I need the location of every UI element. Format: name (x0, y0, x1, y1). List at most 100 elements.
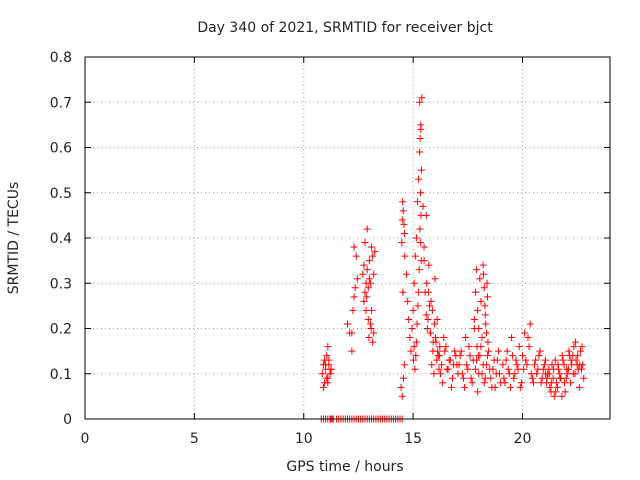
data-point (403, 270, 411, 278)
data-point (325, 361, 333, 369)
x-tick-label: 10 (295, 431, 313, 447)
data-point (458, 370, 466, 378)
data-point (353, 275, 361, 283)
data-point (420, 257, 428, 265)
data-point (499, 361, 507, 369)
data-point (410, 279, 418, 287)
data-point (363, 266, 371, 274)
data-point (558, 392, 566, 400)
data-point (521, 329, 529, 337)
data-point (412, 352, 420, 360)
data-point (529, 379, 537, 387)
data-point (508, 334, 516, 342)
data-point (519, 352, 526, 360)
data-point (504, 365, 512, 373)
data-point (419, 202, 427, 210)
data-point (360, 261, 368, 269)
y-tick-label: 0.8 (50, 50, 72, 66)
data-point (361, 288, 369, 296)
data-point (350, 293, 358, 301)
data-point (473, 266, 481, 274)
data-point (413, 320, 421, 328)
data-point (567, 356, 575, 364)
data-point (526, 320, 534, 328)
data-point (477, 297, 485, 305)
data-point (500, 374, 508, 382)
data-point (416, 134, 424, 142)
axis-ticks: 0 0.1 0.2 0.3 0.4 0.5 0.6 0.7 0.8 0 5 10 15 20 (50, 50, 610, 447)
data-point (442, 343, 450, 351)
data-point (400, 361, 408, 369)
data-point (321, 356, 329, 364)
data-point (425, 261, 433, 269)
data-point (470, 315, 478, 323)
data-point (561, 379, 568, 387)
data-point (474, 388, 482, 396)
data-point (370, 270, 378, 278)
data-point (515, 343, 523, 351)
data-point (428, 306, 436, 314)
data-point (412, 338, 420, 346)
data-point (449, 374, 456, 382)
data-point (462, 334, 470, 342)
data-point (433, 356, 441, 364)
data-point (399, 198, 407, 206)
data-point (427, 297, 435, 305)
data-point (370, 329, 378, 337)
y-tick-label: 0.5 (50, 186, 72, 202)
data-point (414, 302, 422, 310)
data-point (433, 315, 441, 323)
data-point (487, 374, 495, 382)
data-point (524, 334, 532, 342)
data-point (443, 365, 451, 373)
data-point (363, 293, 371, 301)
data-point (326, 370, 334, 378)
data-point (559, 356, 567, 364)
data-point (478, 370, 486, 378)
data-point (576, 361, 584, 369)
data-point (552, 388, 560, 396)
data-point (369, 252, 377, 260)
data-point (426, 302, 434, 310)
data-point (400, 220, 408, 228)
data-point (398, 392, 406, 400)
data-point (422, 311, 430, 319)
data-point (476, 275, 484, 283)
data-point (366, 279, 374, 287)
data-point (480, 284, 488, 292)
data-point (482, 361, 490, 369)
data-point (405, 315, 413, 323)
data-point (531, 361, 539, 369)
data-point (481, 311, 489, 319)
data-point (509, 352, 517, 360)
data-point (485, 347, 493, 355)
data-point (455, 361, 463, 369)
x-axis-title: GPS time / hours (286, 459, 403, 475)
data-point (367, 325, 375, 332)
data-point (536, 347, 544, 355)
data-point (435, 365, 443, 373)
data-point (484, 352, 491, 360)
data-point (474, 352, 482, 360)
y-tick-label: 0.1 (50, 367, 72, 383)
data-point (459, 374, 467, 382)
data-point (574, 352, 582, 360)
data-point (420, 243, 428, 251)
data-point (558, 352, 566, 360)
data-point (469, 356, 477, 364)
data-point (520, 365, 528, 373)
data-point (575, 383, 583, 391)
data-point (554, 383, 561, 391)
data-point (421, 288, 429, 296)
data-point (401, 252, 409, 260)
y-tick-label: 0.3 (50, 276, 72, 292)
data-point (517, 379, 525, 387)
y-tick-label: 0.6 (50, 141, 72, 157)
data-point (511, 370, 519, 378)
data-point (415, 288, 423, 296)
data-point (323, 374, 331, 382)
data-point (451, 347, 459, 355)
data-point (406, 334, 414, 342)
